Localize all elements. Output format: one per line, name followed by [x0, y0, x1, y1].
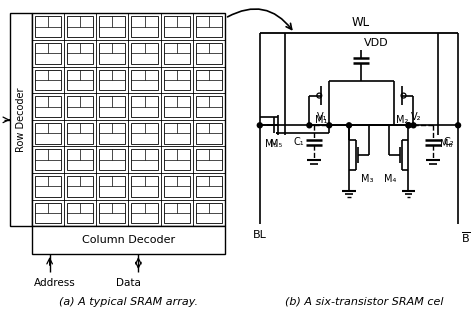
Text: WL: WL: [352, 16, 370, 29]
Circle shape: [257, 123, 262, 128]
Bar: [99, 16, 126, 37]
Bar: [67, 69, 93, 90]
Text: Address: Address: [34, 278, 75, 288]
Text: M₁: M₁: [315, 116, 327, 125]
Bar: [164, 149, 190, 170]
Bar: [196, 176, 222, 197]
Text: $\overline{\rm B}$: $\overline{\rm B}$: [461, 230, 471, 245]
Bar: [35, 149, 61, 170]
Text: M₂: M₂: [396, 116, 408, 125]
Bar: [67, 96, 93, 117]
Circle shape: [411, 123, 416, 128]
Text: M₅: M₅: [270, 139, 283, 149]
Bar: [164, 96, 190, 117]
Bar: [10, 13, 32, 227]
Bar: [131, 69, 158, 90]
Bar: [196, 123, 222, 143]
Text: M₄: M₄: [384, 174, 397, 184]
Bar: [35, 123, 61, 143]
Text: Row Decoder: Row Decoder: [16, 88, 26, 152]
Text: (b) A six-transistor SRAM cel: (b) A six-transistor SRAM cel: [285, 297, 443, 307]
Text: BL: BL: [253, 230, 267, 240]
Text: M₃: M₃: [361, 174, 374, 184]
Bar: [35, 69, 61, 90]
Bar: [99, 149, 126, 170]
Bar: [131, 176, 158, 197]
Bar: [131, 16, 158, 37]
Bar: [164, 43, 190, 64]
Bar: [164, 16, 190, 37]
Text: V₂: V₂: [410, 112, 421, 122]
Circle shape: [406, 123, 411, 128]
Bar: [99, 203, 126, 223]
Bar: [196, 96, 222, 117]
Bar: [164, 176, 190, 197]
Text: V₁: V₁: [317, 112, 327, 122]
Text: (a) A typical SRAM array.: (a) A typical SRAM array.: [59, 297, 198, 307]
Text: Data: Data: [116, 278, 141, 288]
Text: C₁: C₁: [294, 137, 304, 147]
Bar: [131, 149, 158, 170]
Circle shape: [307, 123, 312, 128]
Bar: [67, 149, 93, 170]
Bar: [196, 203, 222, 223]
Bar: [131, 43, 158, 64]
Circle shape: [456, 123, 461, 128]
Bar: [35, 43, 61, 64]
Circle shape: [327, 123, 332, 128]
Circle shape: [346, 123, 352, 128]
Bar: [32, 13, 225, 227]
Bar: [131, 123, 158, 143]
Bar: [67, 16, 93, 37]
Bar: [164, 69, 190, 90]
Bar: [164, 203, 190, 223]
Bar: [131, 203, 158, 223]
Bar: [164, 123, 190, 143]
Text: M₆: M₆: [440, 139, 453, 149]
Bar: [99, 176, 126, 197]
Bar: [35, 176, 61, 197]
Bar: [35, 96, 61, 117]
Bar: [35, 203, 61, 223]
Text: C₂: C₂: [443, 137, 454, 147]
Bar: [196, 16, 222, 37]
Bar: [67, 43, 93, 64]
Text: VDD: VDD: [364, 38, 389, 48]
Bar: [99, 123, 126, 143]
Bar: [99, 69, 126, 90]
Bar: [32, 227, 225, 254]
Bar: [131, 96, 158, 117]
Bar: [67, 123, 93, 143]
Bar: [67, 203, 93, 223]
Bar: [196, 69, 222, 90]
Bar: [99, 96, 126, 117]
Bar: [67, 176, 93, 197]
Bar: [99, 43, 126, 64]
Text: Column Decoder: Column Decoder: [82, 235, 175, 245]
Bar: [35, 16, 61, 37]
Bar: [196, 149, 222, 170]
Text: M₅: M₅: [264, 139, 277, 149]
Circle shape: [406, 123, 411, 128]
Bar: [196, 43, 222, 64]
